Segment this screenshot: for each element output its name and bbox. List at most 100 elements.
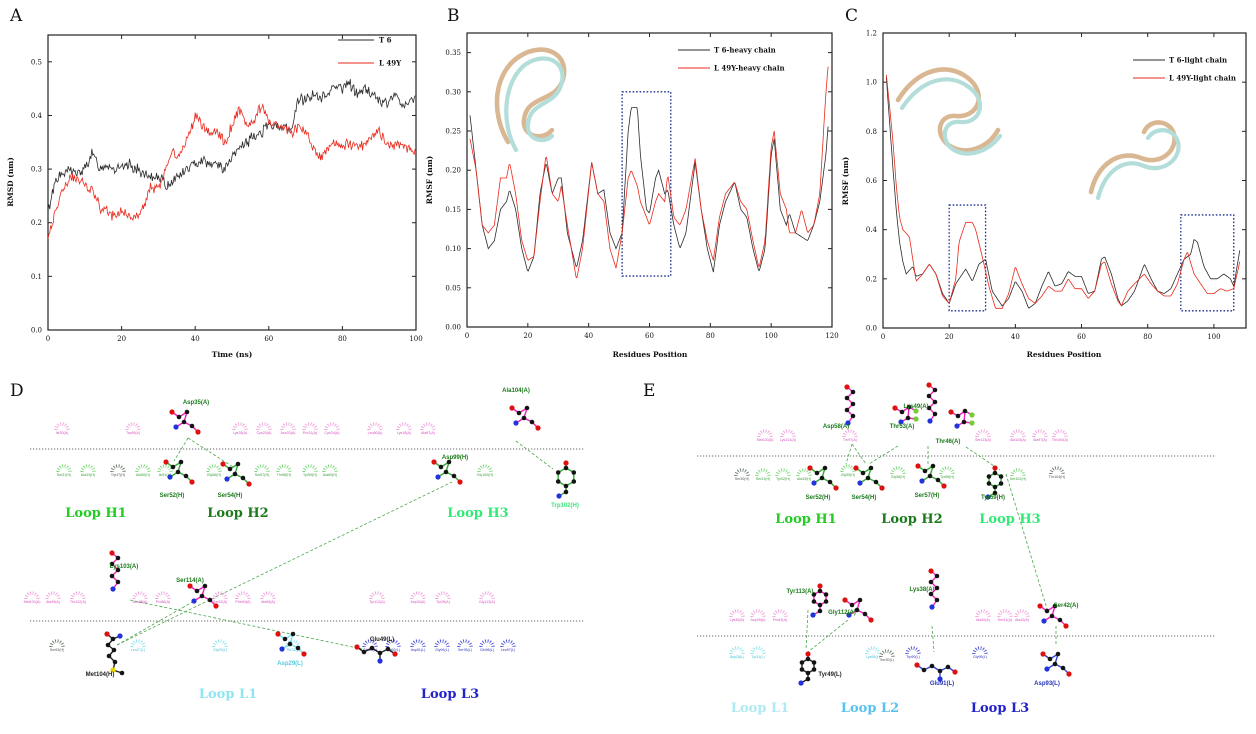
residue-ballstick: Met104(H) [86, 631, 125, 678]
hydrophobic-contact-arc: Tyr112(A) [369, 591, 385, 604]
contact-residue-label: Gly95(L) [973, 655, 987, 659]
residue-ballstick: Thr46(A) [936, 408, 975, 445]
residue-label: Tyr113(A) [787, 589, 814, 595]
hydrophobic-contact-arc: Tyr58(H) [939, 466, 955, 479]
contact-residue-label: Tyr112(A) [369, 600, 385, 604]
contact-residue-label: Leu97(L) [501, 648, 515, 652]
residue-label: Ser54(H) [852, 495, 877, 501]
residue-label: Tyr59(H) [981, 495, 1005, 501]
legend-label: L 49Y-heavy chain [714, 64, 785, 73]
hydrophobic-contact-arc: Lys18(A) [396, 422, 412, 435]
hydrophobic-contact-arc: Ser31(H) [56, 464, 72, 477]
residue-ballstick: Lys49(A) [903, 382, 938, 424]
hydrogen-bond [116, 599, 197, 646]
contact-residue-label: Lys101(A) [780, 438, 796, 442]
protein-structure-inset [1088, 120, 1181, 201]
hydrophobic-contact-arc: Asp28(L) [729, 646, 745, 659]
residue-label: Ser54(H) [218, 493, 243, 499]
contact-residue-label: Thr31(L) [286, 648, 300, 652]
hydrogen-bond [116, 481, 453, 646]
hydrophobic-contact-arc: Lys101(A) [780, 429, 796, 442]
contact-residue-label: Ser30(H) [735, 477, 750, 481]
contact-residue-label: Thr102(A) [70, 600, 86, 604]
contact-residue-label: Ala96(A) [261, 600, 275, 604]
hydrophobic-contact-arc: Thr97(A) [842, 429, 858, 442]
contact-residue-label: Ser50(L) [880, 658, 894, 662]
contact-residue-label: Met100(A) [757, 438, 774, 442]
contact-residue-label: Ile30(A) [56, 431, 69, 435]
hydrophobic-contact-arc: Leu97(L) [500, 639, 516, 652]
legend-label: L 49Y-light chain [1169, 74, 1236, 83]
x-tick-label: 40 [191, 335, 200, 343]
panel-label-b: B [447, 6, 460, 26]
series-l-49y-heavy-chain [469, 66, 829, 279]
hydrophobic-contact-arc: Ser57(H) [254, 464, 270, 477]
hydrophobic-contact-arc: Thr100(A) [1052, 429, 1068, 442]
hydrophobic-contact-arc: Ala50(H) [135, 464, 151, 477]
residue-label: Asp29(L) [277, 661, 303, 667]
y-axis-title: RMSF (nm) [841, 157, 850, 205]
contact-residue-label: Gly92(L) [386, 648, 400, 652]
protein-structure-inset [895, 67, 1003, 156]
hydrogen-bond [805, 609, 809, 651]
hydrophobic-contact-arc: Ser41(A) [997, 609, 1013, 622]
residue-label: Ser52(H) [806, 495, 831, 501]
hydrogen-bond [807, 619, 849, 653]
contact-residue-label: Tyr25(A) [436, 600, 450, 604]
series-l-49y [47, 103, 416, 240]
hydrophobic-contact-arc: Gly113(A) [479, 591, 495, 604]
hydrophobic-contact-arc: Gly100(H) [477, 464, 493, 477]
loop-label: Loop H2 [207, 506, 268, 521]
residue-ballstick: Tyr113(A) [787, 583, 829, 618]
contact-residue-label: Gly113(A) [479, 600, 495, 604]
contact-residue-label: Ala33(H) [797, 477, 811, 481]
hydrophobic-contact-arc: Tyr31(L) [750, 646, 766, 659]
contact-residue-label: Ser41(A) [998, 618, 1012, 622]
hydrophobic-contact-arc: Pro43(A) [772, 609, 788, 622]
residue-ballstick: Asp29(L) [275, 631, 307, 667]
residue-label: Gly112(A) [828, 610, 856, 616]
hydrophobic-contact-arc: Leu80(A) [367, 422, 383, 435]
series-t-6 [47, 78, 416, 210]
hydrophobic-contact-arc: Asn85(A) [132, 591, 148, 604]
contact-residue-label: Cys20(A) [257, 431, 272, 435]
contact-residue-label: Tyr58(H) [940, 475, 954, 479]
x-tick-label: 20 [523, 332, 532, 340]
hydrophobic-contact-arc: Ala87(A) [420, 422, 436, 435]
hydrogen-bond [129, 599, 363, 650]
loop-label: Loop H2 [881, 512, 942, 527]
contact-residue-label: Ala99(A) [46, 600, 60, 604]
residue-ballstick: Asp93(L) [1034, 651, 1072, 687]
y-tick-label: 0.6 [866, 177, 878, 185]
contact-residue-label: Asp91(L) [411, 648, 426, 652]
contact-residue-label: Ser102(H) [1010, 477, 1027, 481]
hydrophobic-contact-arc: Gly94(L) [434, 639, 450, 652]
highlight-box [621, 91, 672, 277]
residue-ballstick: Trp102(H) [551, 460, 579, 509]
hydrophobic-contact-arc: Ala60(H) [322, 464, 338, 477]
x-tick-label: 100 [764, 332, 777, 340]
y-tick-label: 0.2 [866, 275, 877, 283]
contact-residue-label: Ala40(A) [976, 618, 990, 622]
hydrogen-bond [1005, 473, 1049, 613]
contact-residue-label: Cys34(A) [325, 431, 340, 435]
contact-residue-label: Asp30(A) [411, 600, 426, 604]
x-tick-label: 80 [1143, 333, 1152, 341]
hydrophobic-contact-arc: Ile51(H) [157, 464, 173, 477]
residue-ballstick: Ser54(H) [218, 461, 252, 499]
hydrophobic-contact-arc: Gly29(L) [212, 639, 228, 652]
hydrophobic-contact-arc: Asn33(A) [280, 422, 296, 435]
y-tick-label: 1.2 [866, 30, 877, 38]
contact-residue-label: Gly100(H) [477, 473, 493, 477]
contact-residue-label: Ser31(H) [756, 477, 771, 481]
rmsd-chart: 0 20 40 60 80 100 0.0 0.1 0.2 0.3 0.4 0.5 Time (ns) R… [6, 34, 423, 359]
hydrogen-bond [515, 440, 554, 470]
y-tick-label: 0.35 [445, 49, 461, 57]
hydrophobic-contact-arc: Tyr25(A) [435, 591, 451, 604]
rmsf-heavy-chart: 0 20 40 60 80 100 120 0.00 0.05 0.10 0.15 0.20 0.25 0… [425, 32, 839, 359]
x-axis-title: Residues Position [1027, 350, 1102, 359]
contact-residue-label: Ile51(H) [159, 473, 172, 477]
contact-residue-label: Trp90(L) [906, 655, 920, 659]
series-t-6-light-chain [885, 77, 1241, 309]
